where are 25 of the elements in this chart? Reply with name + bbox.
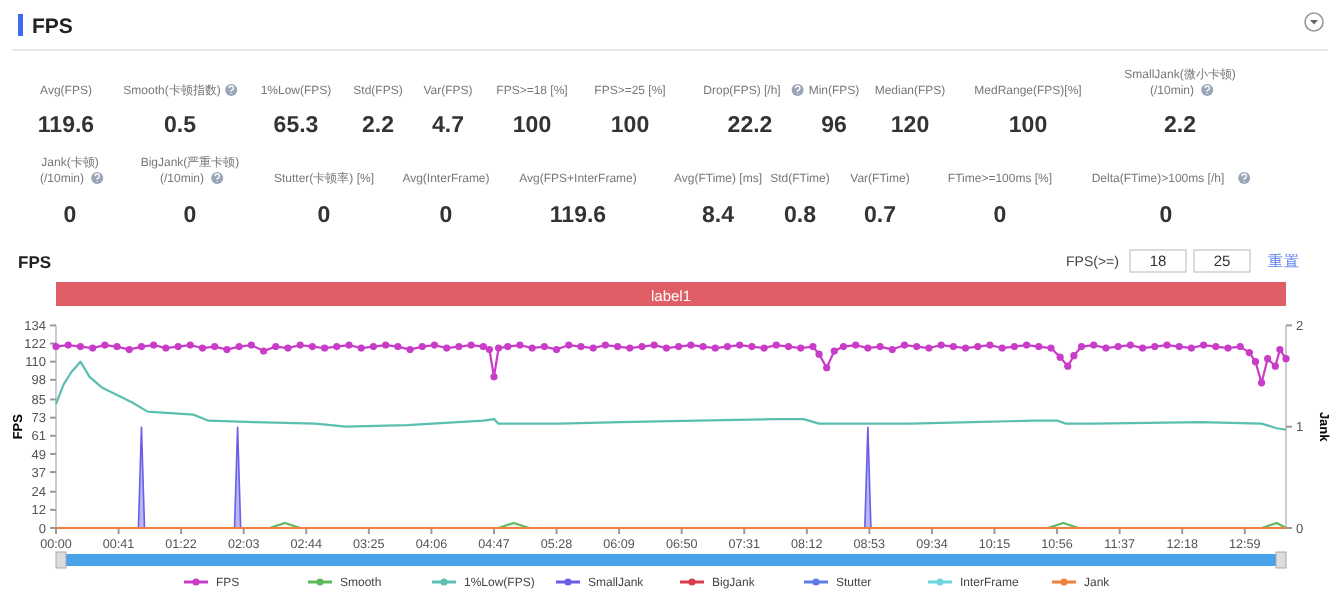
data-label: 2.2 bbox=[362, 114, 394, 138]
data-label: 22.2 bbox=[727, 114, 773, 138]
data-label: 0.5 bbox=[164, 114, 198, 138]
chart-title: FPS bbox=[18, 252, 52, 272]
data-label: 2.2 bbox=[1164, 114, 1196, 138]
data-label: 65.3 bbox=[273, 114, 319, 138]
data-label: 8.4 bbox=[702, 204, 736, 228]
data-label: 96 bbox=[821, 114, 847, 138]
data-label: 0 bbox=[439, 204, 453, 228]
text: FPS bbox=[32, 15, 73, 39]
data-label: 0.8 bbox=[784, 204, 818, 228]
data-label: 100 bbox=[1008, 114, 1048, 138]
data-label: 4.7 bbox=[432, 114, 464, 138]
data-label: 0 bbox=[317, 204, 331, 228]
data-label: 0 bbox=[183, 204, 197, 228]
line-series bbox=[54, 360, 1288, 431]
data-label: 100 bbox=[512, 114, 552, 138]
data-label: 0 bbox=[63, 204, 77, 228]
data-label: 0 bbox=[1159, 204, 1173, 228]
data-label: 0.7 bbox=[864, 204, 896, 228]
data-label: 0 bbox=[993, 204, 1007, 228]
data-label: 100 bbox=[610, 114, 650, 138]
data-label: 120 bbox=[890, 114, 930, 138]
data-label: 119.6 bbox=[549, 204, 607, 228]
data-label: 119.6 bbox=[37, 114, 95, 138]
